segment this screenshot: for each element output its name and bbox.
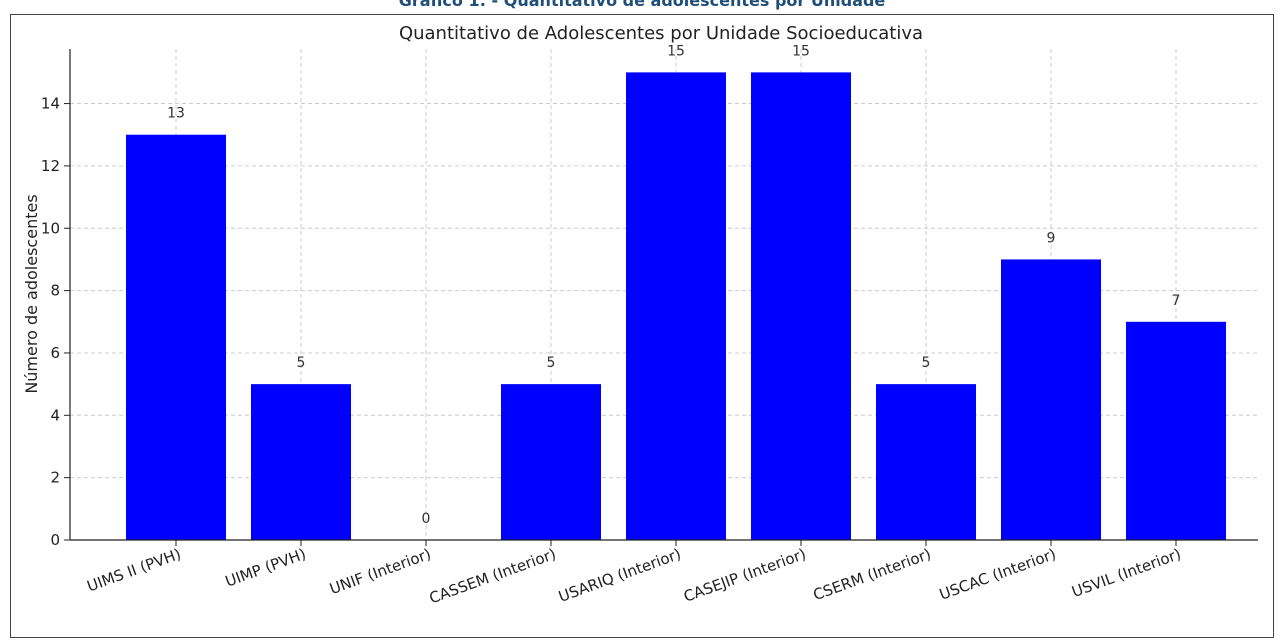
data-label: 15 <box>667 43 685 59</box>
x-tick-label: USCAC (Interior) <box>937 545 1058 604</box>
chart-frame <box>10 14 1274 638</box>
bar <box>126 134 226 540</box>
x-tick-label: CASEJIP (Interior) <box>681 545 808 606</box>
x-tick-label: USVIL (Interior) <box>1069 545 1183 601</box>
y-tick-label: 8 <box>50 282 60 300</box>
data-label: 5 <box>297 355 306 371</box>
bar <box>626 72 726 540</box>
data-label: 5 <box>547 355 556 371</box>
bar <box>501 384 601 540</box>
bars-layer <box>126 72 1226 540</box>
data-label: 0 <box>422 511 431 527</box>
y-axis-label: Número de adolescentes <box>22 194 41 393</box>
y-tick-label: 6 <box>50 344 60 362</box>
y-tick-label: 14 <box>41 95 60 113</box>
bar <box>751 72 851 540</box>
y-tick-label: 10 <box>41 219 60 237</box>
x-tick-label: CSERM (Interior) <box>811 545 934 604</box>
bar <box>251 384 351 540</box>
x-tick-label: CASSEM (Interior) <box>427 545 559 608</box>
x-tick-label: USARIQ (Interior) <box>556 545 683 606</box>
x-tick-label: UNIF (Interior) <box>327 545 433 598</box>
y-tick-label: 2 <box>50 469 60 487</box>
page-caption: Gráfico 1: - Quantitativo de adolescente… <box>398 0 886 10</box>
x-tick-label: UIMP (PVH) <box>223 545 309 591</box>
bar <box>876 384 976 540</box>
data-label: 15 <box>792 43 810 59</box>
data-label: 13 <box>167 106 185 122</box>
x-tick-label: UIMS II (PVH) <box>85 545 184 596</box>
bar <box>1001 259 1101 540</box>
data-label: 5 <box>922 355 931 371</box>
y-tick-label: 12 <box>41 157 60 175</box>
bar <box>1126 321 1226 540</box>
y-tick-label: 4 <box>50 406 60 424</box>
chart-title: Quantitativo de Adolescentes por Unidade… <box>399 23 923 44</box>
labels-layer: 13 5 0 5 15 15 5 9 7 <box>167 43 1180 527</box>
data-label: 7 <box>1172 293 1181 309</box>
data-label: 9 <box>1047 230 1056 246</box>
y-tick-label: 0 <box>50 531 60 549</box>
